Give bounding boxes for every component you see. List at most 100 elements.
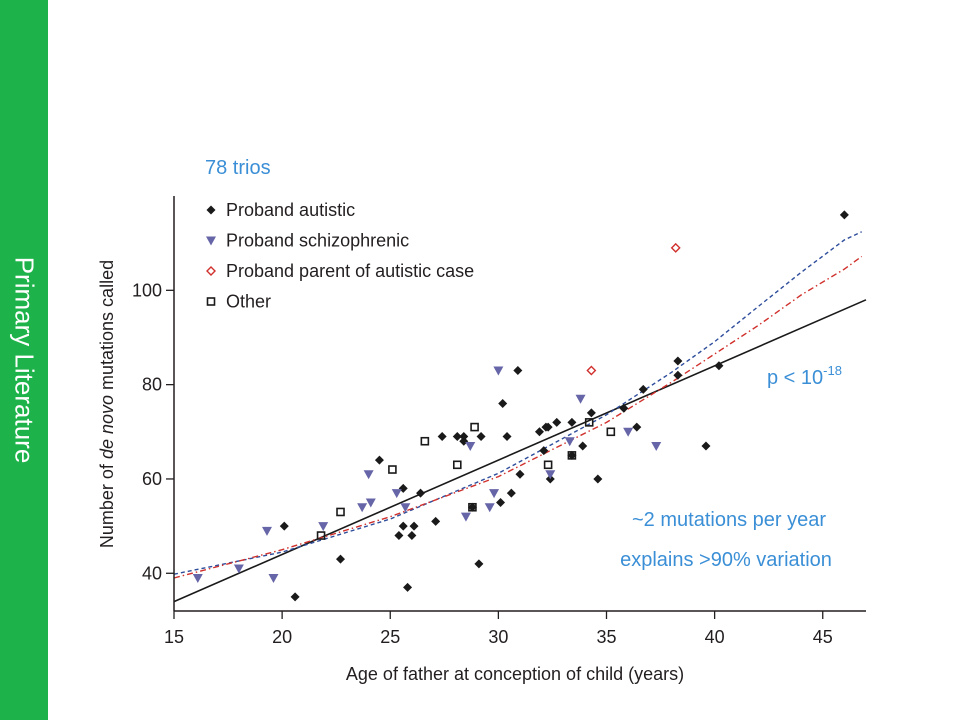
- y-axis-label-suffix: mutations called: [97, 260, 117, 395]
- point-proband-autistic: [403, 582, 413, 592]
- point-proband-schizophrenic: [493, 366, 504, 376]
- point-proband-autistic: [290, 592, 300, 602]
- legend-label-other: Other: [226, 292, 271, 312]
- point-other: [470, 422, 479, 432]
- point-proband-schizophrenic: [623, 427, 634, 437]
- x-tick-label: 20: [272, 627, 292, 647]
- point-proband-autistic: [714, 361, 724, 371]
- point-other: [316, 531, 326, 540]
- point-other: [336, 507, 345, 517]
- legend-label-proband-schizophrenic: Proband schizophrenic: [226, 231, 409, 251]
- point-proband-schizophrenic: [400, 503, 411, 513]
- point-proband-schizophrenic: [575, 394, 586, 404]
- point-proband-schizophrenic: [564, 437, 575, 447]
- point-proband-schizophrenic: [489, 489, 500, 499]
- y-tick-label: 100: [132, 280, 162, 300]
- point-proband-autistic: [638, 384, 648, 394]
- point-proband-schizophrenic: [465, 441, 476, 451]
- point-other: [543, 460, 553, 470]
- legend-marker-proband-parent-of-autistic-case: [206, 266, 216, 276]
- point-proband-autistic: [407, 531, 417, 541]
- point-proband-autistic: [498, 399, 508, 408]
- fit-line-solid: [173, 299, 867, 603]
- point-other: [420, 436, 430, 446]
- point-other: [606, 427, 616, 437]
- point-other: [567, 451, 577, 460]
- pvalue-annotation: p < 10-18: [767, 363, 842, 389]
- y-tick-label: 80: [142, 375, 162, 395]
- point-proband-autistic: [459, 436, 469, 446]
- point-proband-schizophrenic: [363, 470, 374, 480]
- point-proband-autistic: [467, 502, 477, 512]
- axes: 15 20 25 30 35 40 45 40 60 80 100: [132, 196, 866, 647]
- x-tick-label: 35: [596, 627, 616, 647]
- point-proband-autistic: [431, 516, 441, 526]
- legend-marker-proband-schizophrenic: [206, 236, 216, 246]
- point-proband-autistic: [534, 427, 544, 437]
- point-proband-schizophrenic: [357, 503, 368, 513]
- legend: Proband autistic Proband schizophrenic Pro…: [206, 200, 474, 312]
- point-proband-autistic: [567, 417, 577, 427]
- point-proband-schizophrenic: [318, 522, 329, 532]
- point-proband-autistic: [374, 455, 384, 465]
- point-proband-schizophrenic: [545, 470, 556, 480]
- legend-label-proband-parent-of-autistic-case: Proband parent of autistic case: [226, 261, 474, 281]
- point-proband-autistic: [279, 521, 289, 531]
- x-tick-label: 30: [488, 627, 508, 647]
- point-proband-parent-of-autistic-case: [586, 365, 597, 376]
- point-proband-schizophrenic: [261, 526, 272, 536]
- point-proband-autistic: [578, 441, 588, 451]
- point-proband-autistic: [394, 531, 404, 541]
- pvalue-exponent: -18: [823, 363, 842, 378]
- point-other: [452, 460, 462, 470]
- legend-label-proband-autistic: Proband autistic: [226, 200, 355, 220]
- point-proband-parent-of-autistic-case: [670, 242, 681, 253]
- point-proband-autistic: [459, 432, 469, 442]
- point-proband-autistic: [539, 446, 549, 456]
- point-proband-autistic: [513, 365, 523, 375]
- y-tick-label: 60: [142, 469, 162, 489]
- y-axis-label: Number of de novo mutations called: [97, 260, 117, 548]
- variance-annotation: explains >90% variation: [620, 549, 832, 571]
- point-proband-autistic: [839, 210, 849, 220]
- point-other: [468, 502, 477, 512]
- x-tick-label: 40: [705, 627, 725, 647]
- data-points: [192, 210, 849, 602]
- point-proband-autistic: [398, 483, 408, 493]
- point-proband-autistic: [593, 474, 603, 484]
- point-proband-autistic: [543, 422, 553, 432]
- point-proband-autistic: [452, 432, 462, 442]
- point-proband-autistic: [552, 417, 562, 427]
- point-proband-autistic: [437, 432, 447, 442]
- point-proband-autistic: [619, 403, 629, 413]
- point-proband-schizophrenic: [484, 503, 495, 513]
- point-other: [388, 465, 397, 474]
- legend-marker-other: [206, 297, 216, 306]
- point-proband-schizophrenic: [460, 512, 471, 522]
- point-proband-autistic: [416, 488, 426, 498]
- point-proband-autistic: [496, 498, 506, 508]
- point-proband-schizophrenic: [365, 498, 376, 508]
- point-proband-autistic: [567, 450, 577, 460]
- point-proband-schizophrenic: [268, 573, 279, 583]
- pvalue-base: p < 10: [767, 367, 823, 389]
- point-proband-autistic: [474, 559, 484, 569]
- point-proband-schizophrenic: [192, 573, 203, 583]
- y-axis-label-italic: de novo: [97, 395, 117, 459]
- point-proband-schizophrenic: [233, 564, 244, 574]
- point-proband-autistic: [502, 432, 512, 442]
- x-axis-label: Age of father at conception of child (ye…: [346, 664, 684, 684]
- point-proband-autistic: [701, 441, 711, 451]
- y-tick-label: 40: [142, 563, 162, 583]
- point-proband-autistic: [506, 488, 516, 498]
- x-tick-label: 45: [813, 627, 833, 647]
- trios-annotation: 78 trios: [205, 157, 271, 179]
- point-proband-autistic: [409, 521, 419, 531]
- point-proband-autistic: [476, 432, 486, 442]
- x-tick-label: 25: [380, 627, 400, 647]
- fit-line-dashed: [173, 231, 862, 575]
- y-axis-label-prefix: Number of: [97, 459, 117, 548]
- fit-lines: [173, 231, 867, 603]
- point-proband-schizophrenic: [651, 441, 662, 451]
